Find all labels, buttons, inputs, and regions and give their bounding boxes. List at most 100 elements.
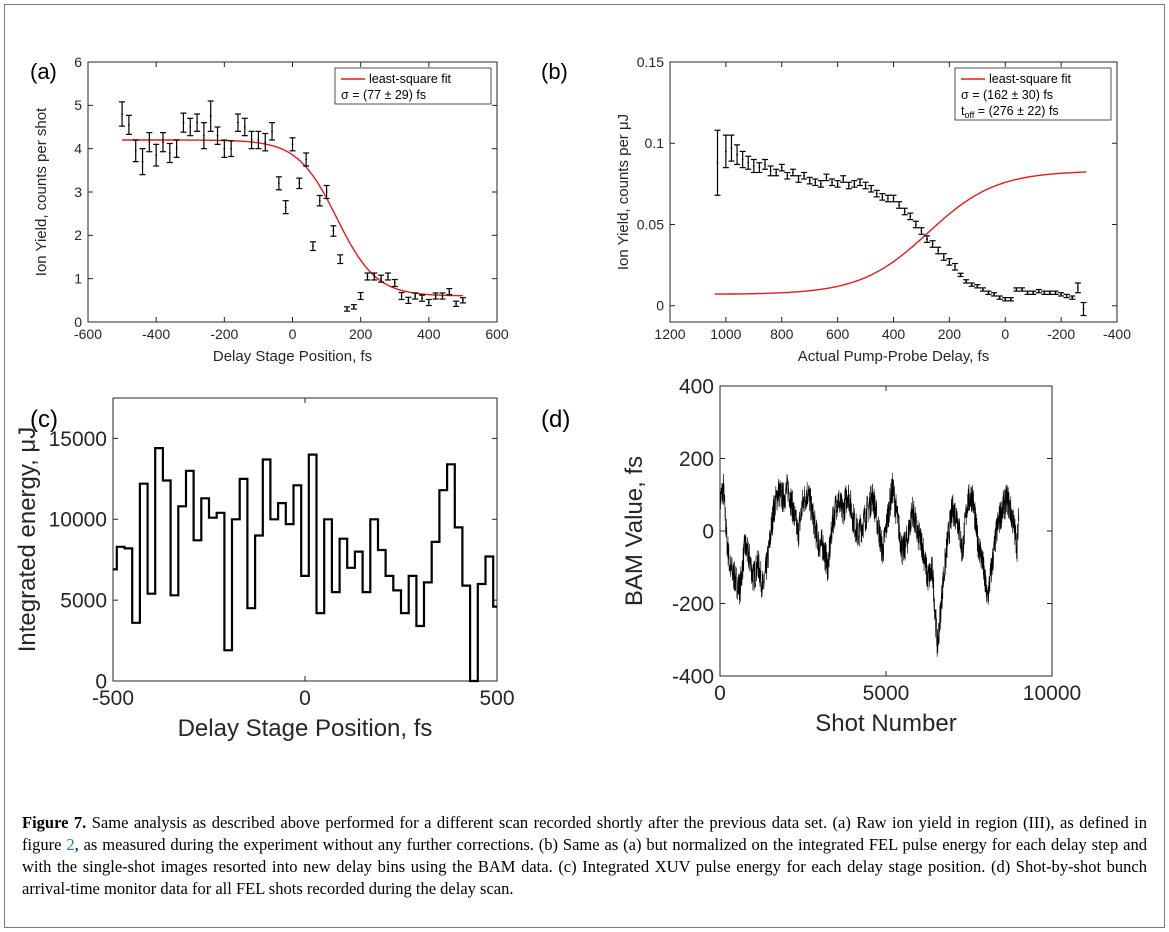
b-data-point bbox=[946, 258, 953, 266]
d-xtick-label: 10000 bbox=[1023, 682, 1081, 705]
a-marker bbox=[366, 275, 369, 278]
a-ytick-label: 6 bbox=[74, 54, 82, 70]
d-ylabel: BAM Value, fs bbox=[621, 456, 648, 606]
b-data-point bbox=[1080, 301, 1087, 317]
a-data-point bbox=[378, 274, 385, 283]
b-marker bbox=[987, 291, 990, 294]
a-data-point bbox=[228, 140, 235, 158]
a-marker bbox=[237, 121, 239, 124]
b-marker bbox=[736, 153, 738, 156]
a-marker bbox=[182, 121, 185, 124]
b-marker bbox=[965, 280, 968, 283]
b-data-point bbox=[918, 227, 925, 235]
d-bam-trace bbox=[719, 472, 1020, 657]
b-marker bbox=[982, 288, 984, 291]
figure-caption: Figure 7. Same analysis as described abo… bbox=[22, 812, 1147, 900]
a-data-point bbox=[364, 272, 371, 281]
c-ytick-label: 15000 bbox=[49, 428, 107, 451]
b-legend-fit-label: least-square fit bbox=[989, 72, 1072, 86]
b-data-point bbox=[750, 158, 757, 174]
a-marker bbox=[305, 158, 308, 161]
b-marker bbox=[998, 296, 1001, 299]
a-marker bbox=[434, 295, 437, 297]
b-marker bbox=[1049, 291, 1051, 294]
caption-text-2: , as measured during the experiment with… bbox=[22, 835, 1147, 898]
a-ytick-label: 4 bbox=[74, 141, 82, 157]
caption-figure-link[interactable]: 2 bbox=[66, 835, 75, 854]
b-data-point bbox=[734, 144, 741, 165]
a-data-point bbox=[425, 298, 432, 307]
b-data-point bbox=[773, 168, 780, 177]
b-marker bbox=[870, 187, 873, 190]
b-marker bbox=[842, 178, 845, 180]
b-marker bbox=[887, 197, 889, 200]
a-data-point bbox=[180, 112, 187, 133]
a-data-point bbox=[453, 300, 460, 307]
b-ylabel: Ion Yield, counts per μJ bbox=[615, 114, 632, 270]
a-xtick-label: 600 bbox=[485, 326, 509, 342]
b-data-point bbox=[714, 129, 721, 196]
a-marker bbox=[223, 147, 226, 150]
d-xtick-label: 0 bbox=[714, 682, 726, 705]
b-data-point bbox=[968, 282, 975, 287]
b-marker bbox=[948, 260, 951, 263]
a-marker bbox=[427, 301, 430, 304]
a-data-point bbox=[398, 291, 405, 301]
b-data-point bbox=[1058, 292, 1065, 297]
b-data-point bbox=[806, 176, 813, 185]
b-marker bbox=[875, 192, 878, 195]
a-data-point bbox=[412, 292, 419, 300]
b-data-point bbox=[1007, 297, 1014, 302]
b-marker bbox=[942, 256, 945, 258]
b-data-point bbox=[979, 287, 986, 292]
a-marker bbox=[380, 277, 383, 280]
b-legend-toff: toff = (276 ± 22) fs bbox=[961, 104, 1059, 120]
panel-label-b: (b) bbox=[541, 59, 568, 84]
b-data-point bbox=[929, 240, 936, 248]
b-data-point bbox=[924, 235, 931, 243]
b-data-point bbox=[1013, 287, 1020, 292]
b-marker bbox=[747, 161, 750, 164]
a-marker bbox=[257, 139, 260, 141]
a-marker bbox=[141, 160, 144, 163]
a-data-point bbox=[371, 272, 378, 281]
b-marker bbox=[847, 184, 850, 187]
a-marker bbox=[121, 113, 123, 115]
a-marker bbox=[312, 245, 314, 248]
b-marker bbox=[814, 181, 817, 184]
a-data-point bbox=[200, 122, 207, 150]
b-marker bbox=[1043, 291, 1046, 294]
b-ytick-label: 0 bbox=[656, 298, 664, 314]
c-xlabel: Delay Stage Position, fs bbox=[178, 715, 433, 742]
panel-label-a: (a) bbox=[30, 59, 57, 84]
a-data-point bbox=[303, 152, 310, 167]
b-marker bbox=[1071, 296, 1074, 299]
a-data-point bbox=[282, 200, 289, 215]
a-xtick-label: -400 bbox=[142, 326, 170, 342]
b-marker bbox=[970, 283, 973, 286]
b-data-point bbox=[851, 180, 858, 188]
b-data-point bbox=[1052, 290, 1059, 295]
panel-label-c: (c) bbox=[30, 406, 58, 433]
b-data-point bbox=[996, 295, 1003, 300]
d-ytick-label: -400 bbox=[672, 665, 714, 688]
b-marker bbox=[792, 171, 794, 174]
b-data-point bbox=[728, 134, 735, 162]
caption-text-1: Same analysis as described above perform… bbox=[22, 813, 1147, 854]
b-data-point bbox=[963, 279, 970, 284]
b-marker bbox=[1021, 288, 1023, 291]
b-marker bbox=[920, 230, 923, 232]
a-xtick-label: -200 bbox=[210, 326, 238, 342]
b-data-point bbox=[812, 178, 819, 187]
b-marker bbox=[1037, 290, 1040, 293]
b-xtick-label: 1000 bbox=[710, 326, 741, 342]
b-data-point bbox=[1002, 297, 1009, 302]
b-data-point bbox=[817, 180, 824, 188]
b-data-point bbox=[845, 181, 852, 190]
a-data-point bbox=[323, 184, 330, 200]
a-data-point bbox=[275, 176, 282, 191]
b-data-point bbox=[840, 175, 847, 183]
b-marker bbox=[859, 181, 861, 184]
b-data-point bbox=[974, 284, 981, 289]
a-data-point bbox=[432, 292, 439, 300]
